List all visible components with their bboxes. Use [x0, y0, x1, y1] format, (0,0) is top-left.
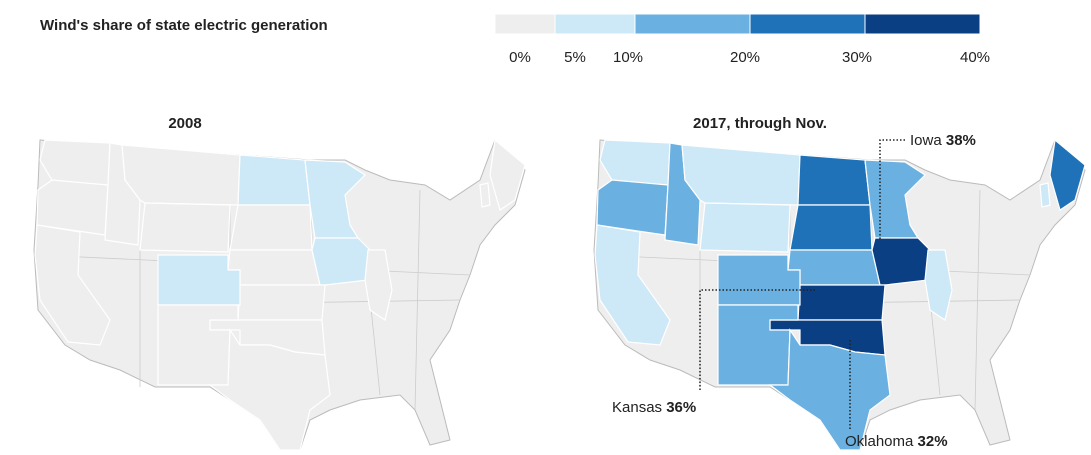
annotation: Kansas 36%	[612, 399, 696, 416]
annotation-value: 32%	[918, 433, 948, 450]
annotation-value: 36%	[666, 399, 696, 416]
state	[237, 154, 311, 206]
legend-tick-label: 5%	[564, 49, 586, 66]
legend-swatch	[634, 13, 751, 35]
legend-tick-label: 10%	[613, 49, 643, 66]
map-title: 2017, through Nov.	[693, 115, 827, 132]
state	[489, 138, 526, 211]
legend-tick-label: 0%	[509, 49, 531, 66]
annotation: Iowa 38%	[910, 132, 976, 149]
state	[479, 182, 491, 208]
state-border	[414, 189, 421, 411]
map	[593, 138, 1086, 451]
legend-swatch	[749, 13, 866, 35]
annotation-name: Oklahoma	[845, 433, 914, 450]
annotation-name: Kansas	[612, 399, 662, 416]
legend-tick-label: 30%	[842, 49, 872, 66]
annotation: Oklahoma 32%	[845, 433, 948, 450]
state	[229, 204, 313, 251]
state	[34, 224, 111, 346]
state	[227, 249, 321, 286]
state	[208, 328, 331, 451]
state	[139, 202, 231, 253]
state	[304, 159, 366, 239]
leader-line	[879, 139, 905, 240]
state	[121, 144, 241, 206]
legend-tick-label: 40%	[960, 49, 990, 66]
state	[39, 139, 111, 186]
state	[717, 254, 801, 306]
state-border	[974, 189, 981, 411]
annotations: Iowa 38% Kansas 36% Oklahoma 32%	[612, 132, 976, 450]
map	[33, 138, 526, 451]
annotation-value: 38%	[946, 132, 976, 149]
map-title: 2008	[168, 115, 201, 132]
state	[871, 237, 936, 286]
state	[924, 249, 953, 321]
state	[717, 304, 799, 386]
state	[1049, 138, 1086, 211]
state	[787, 249, 881, 286]
annotation-name: Iowa	[910, 132, 942, 149]
state	[789, 204, 873, 251]
state	[797, 154, 871, 206]
state	[594, 224, 671, 346]
state	[599, 139, 671, 186]
state	[364, 249, 393, 321]
state	[237, 284, 326, 321]
legend-tick-label: 20%	[730, 49, 760, 66]
state	[768, 328, 891, 451]
legend-title: Wind's share of state electric generatio…	[40, 17, 328, 34]
legend-swatch	[554, 13, 636, 35]
state	[157, 304, 239, 386]
state	[157, 254, 241, 306]
legend-swatch	[494, 13, 556, 35]
state	[681, 144, 801, 206]
legend-swatch	[864, 13, 981, 35]
state	[311, 237, 376, 286]
state	[1039, 182, 1051, 208]
state	[699, 202, 791, 253]
